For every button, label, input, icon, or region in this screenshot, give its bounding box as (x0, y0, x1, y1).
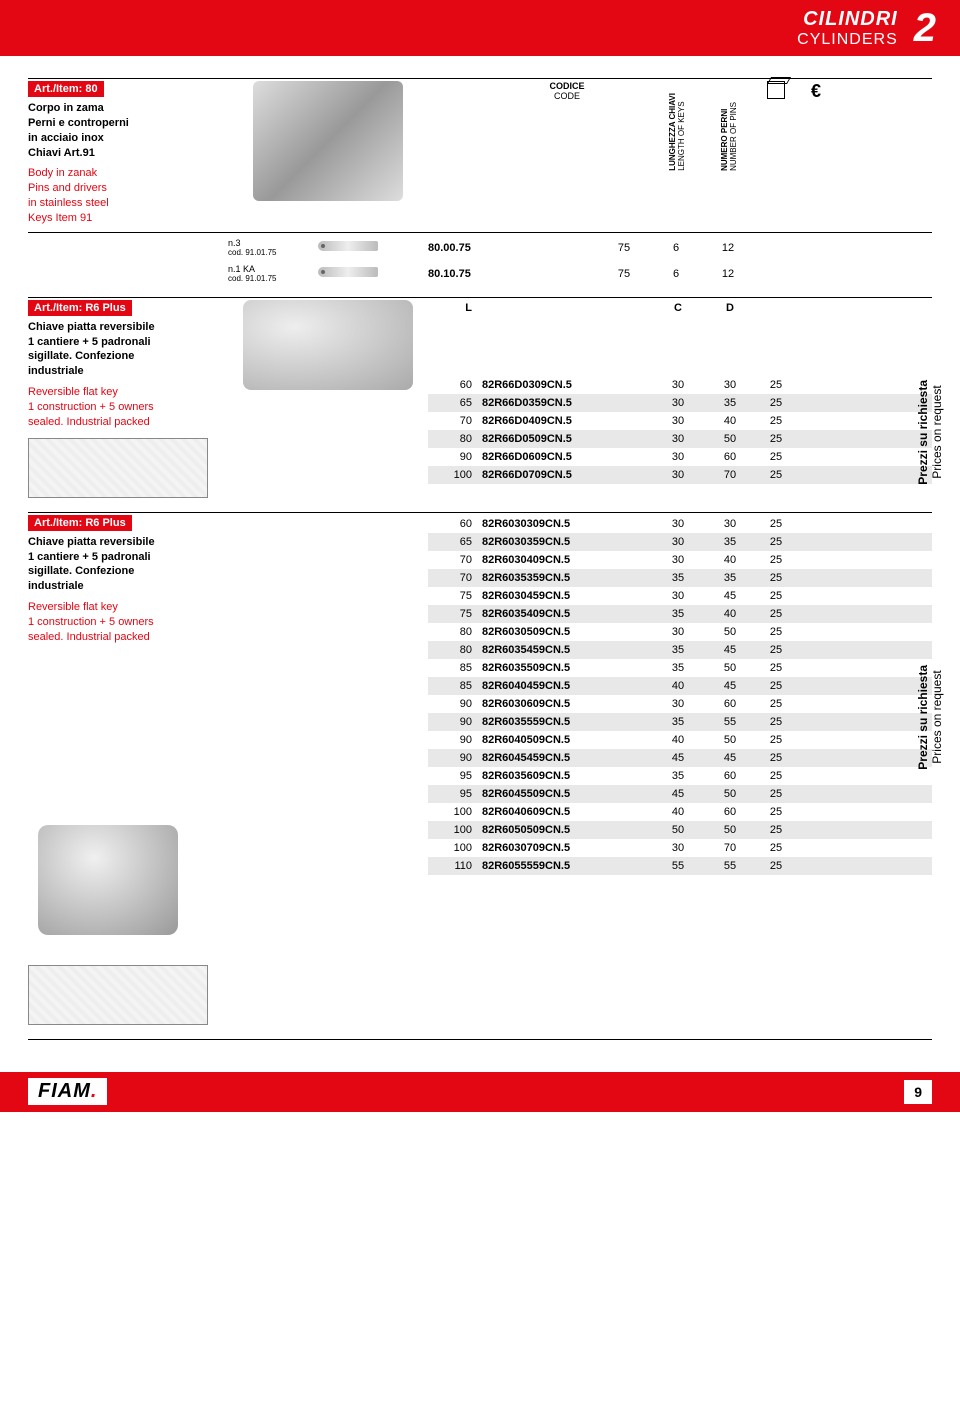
table-row: 100 82R6050509CN.5 50 50 25 (428, 821, 932, 839)
page-number: 9 (904, 1080, 932, 1104)
key-icon (318, 267, 378, 277)
table-row: 95 82R6035609CN.5 35 60 25 (428, 767, 932, 785)
item80-key-rows: n.3cod. 91.01.75 80.00.75 75 6 12 n.1 KA… (228, 235, 932, 287)
table-row: 85 82R6040459CN.5 40 45 25 (428, 677, 932, 695)
table-row: 90 82R66D0609CN.5 30 60 25 (428, 448, 932, 466)
box-icon (767, 81, 785, 99)
header-section-number: 2 (914, 6, 936, 51)
r6b-badge: Art./Item: R6 Plus (28, 515, 132, 531)
key-row: n.3cod. 91.01.75 80.00.75 75 6 12 (228, 235, 932, 261)
header-bar: CILINDRI CYLINDERS 2 (0, 0, 960, 56)
hdr-D: D (704, 302, 756, 314)
table-row: 75 82R6030459CN.5 30 45 25 (428, 587, 932, 605)
r6a-price-note: Prezzi su richiesta Prices on request (916, 380, 944, 485)
price-it: Prezzi su richiesta (916, 665, 930, 770)
table-row: 90 82R6040509CN.5 40 50 25 (428, 731, 932, 749)
fiam-logo: FIAM. (28, 1078, 107, 1105)
price-en: Prices on request (930, 380, 944, 485)
table-row: 70 82R66D0409CN.5 30 40 25 (428, 412, 932, 430)
col-lunghezza-sub: LENGTH OF KEYS (678, 93, 687, 171)
r6b-desc-it: Chiave piatta reversibile1 cantiere + 5 … (28, 535, 228, 594)
r6b-desc-en: Reversible flat key1 construction + 5 ow… (28, 600, 228, 645)
section-item-80: Art./Item: 80 Corpo in zamaPerni e contr… (28, 81, 932, 226)
header-title-block: CILINDRI CYLINDERS (797, 8, 898, 49)
item80-product-image (253, 81, 403, 201)
r6b-price-note: Prezzi su richiesta Prices on request (916, 665, 944, 770)
table-row: 65 82R66D0359CN.5 30 35 25 (428, 394, 932, 412)
table-row: 80 82R66D0509CN.5 30 50 25 (428, 430, 932, 448)
header-title-it: CILINDRI (797, 8, 898, 31)
table-row: 100 82R66D0709CN.5 30 70 25 (428, 466, 932, 484)
item80-desc-it: Corpo in zamaPerni e controperniin accia… (28, 101, 228, 160)
column-headers: CODICE CODE LUNGHEZZA CHIAVI LENGTH OF K… (428, 81, 932, 171)
hdr-L: L (428, 302, 482, 314)
r6a-desc-it: Chiave piatta reversibile1 cantiere + 5 … (28, 320, 228, 379)
table-row: 70 82R6030409CN.5 30 40 25 (428, 551, 932, 569)
table-row: 95 82R6045509CN.5 45 50 25 (428, 785, 932, 803)
price-it: Prezzi su richiesta (916, 380, 930, 485)
table-row: 60 82R6030309CN.5 30 30 25 (428, 515, 932, 533)
r6a-desc-en: Reversible flat key1 construction + 5 ow… (28, 385, 228, 430)
key-row: n.1 KAcod. 91.01.75 80.10.75 75 6 12 (228, 261, 932, 287)
table-row: 70 82R6035359CN.5 35 35 25 (428, 569, 932, 587)
col-codice: CODICE (549, 81, 584, 91)
item80-badge: Art./Item: 80 (28, 81, 104, 97)
table-row: 60 82R66D0309CN.5 30 30 25 (428, 376, 932, 394)
table-row: 75 82R6035409CN.5 35 40 25 (428, 605, 932, 623)
col-codice-sub: CODE (554, 91, 580, 101)
footer-bar: FIAM. 9 (0, 1072, 960, 1112)
r6a-diagram (28, 438, 208, 498)
table-row: 90 82R6035559CN.5 35 55 25 (428, 713, 932, 731)
key-icon (318, 241, 378, 251)
table-row: 85 82R6035509CN.5 35 50 25 (428, 659, 932, 677)
r6a-table-header: L C D (428, 300, 932, 316)
table-row: 100 82R6030709CN.5 30 70 25 (428, 839, 932, 857)
hdr-C: C (652, 302, 704, 314)
euro-icon: € (796, 81, 836, 171)
table-row: 90 82R6045459CN.5 45 45 25 (428, 749, 932, 767)
header-title-en: CYLINDERS (797, 31, 898, 49)
table-row: 100 82R6040609CN.5 40 60 25 (428, 803, 932, 821)
price-en: Prices on request (930, 665, 944, 770)
table-row: 65 82R6030359CN.5 30 35 25 (428, 533, 932, 551)
r6a-product-image (243, 300, 413, 390)
section-r6plus-b: Art./Item: R6 Plus Chiave piatta reversi… (28, 515, 932, 1025)
r6a-badge: Art./Item: R6 Plus (28, 300, 132, 316)
table-row: 80 82R6030509CN.5 30 50 25 (428, 623, 932, 641)
r6b-diagram (28, 965, 208, 1025)
col-numero-sub: NUMBER OF PINS (730, 102, 739, 171)
table-row: 80 82R6035459CN.5 35 45 25 (428, 641, 932, 659)
table-row: 110 82R6055559CN.5 55 55 25 (428, 857, 932, 875)
section-r6plus-a: Art./Item: R6 Plus Chiave piatta reversi… (28, 300, 932, 498)
table-row: 90 82R6030609CN.5 30 60 25 (428, 695, 932, 713)
item80-desc-en: Body in zanakPins and driversin stainles… (28, 166, 228, 225)
r6b-product-image (38, 825, 178, 935)
